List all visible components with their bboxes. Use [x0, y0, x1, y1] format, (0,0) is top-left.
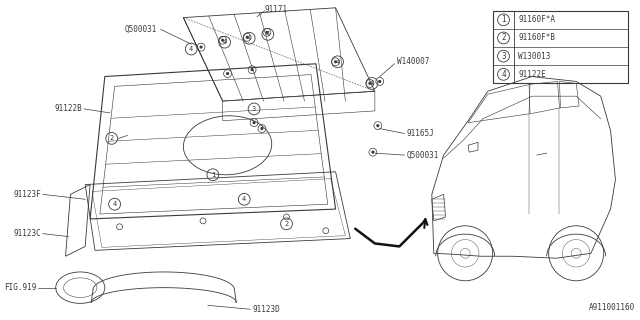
Text: A911001160: A911001160 [589, 303, 635, 312]
Text: Q500031: Q500031 [406, 151, 438, 160]
Text: 91123F: 91123F [13, 190, 41, 199]
Text: 4: 4 [223, 39, 227, 45]
Circle shape [200, 45, 203, 49]
Text: 91123D: 91123D [252, 305, 280, 314]
Circle shape [253, 121, 255, 124]
Text: Q500031: Q500031 [125, 25, 157, 34]
Text: W130013: W130013 [518, 52, 550, 61]
Text: 2: 2 [284, 221, 289, 227]
Circle shape [265, 31, 268, 34]
Text: 1: 1 [211, 172, 215, 178]
Circle shape [334, 60, 337, 63]
Text: 2: 2 [109, 135, 114, 141]
Text: 91171: 91171 [265, 5, 288, 14]
Text: 4: 4 [501, 70, 506, 79]
Circle shape [226, 72, 229, 75]
Text: 91160F*B: 91160F*B [518, 34, 556, 43]
Text: FIG.919: FIG.919 [4, 283, 36, 292]
Text: 4: 4 [242, 196, 246, 202]
Text: 4: 4 [189, 46, 193, 52]
Circle shape [371, 151, 374, 154]
Text: 1: 1 [501, 15, 506, 24]
Text: 4: 4 [247, 35, 252, 41]
Text: 91122B: 91122B [54, 104, 82, 113]
Circle shape [376, 124, 380, 127]
Circle shape [221, 39, 224, 42]
Text: 91160F*A: 91160F*A [518, 15, 556, 24]
Text: 4: 4 [370, 80, 374, 86]
Text: 3: 3 [501, 52, 506, 61]
Text: 91165J: 91165J [406, 129, 434, 138]
Text: W140007: W140007 [397, 57, 430, 66]
Circle shape [369, 82, 372, 85]
Circle shape [246, 36, 249, 39]
Text: 3: 3 [252, 106, 256, 112]
Circle shape [378, 80, 381, 83]
Text: 91122E: 91122E [518, 70, 546, 79]
Text: 4: 4 [335, 59, 340, 65]
Text: 2: 2 [501, 34, 506, 43]
Circle shape [260, 127, 264, 130]
Text: 91123C: 91123C [13, 229, 41, 238]
Circle shape [250, 68, 253, 71]
Text: 4: 4 [266, 31, 270, 37]
Text: 4: 4 [113, 201, 116, 207]
